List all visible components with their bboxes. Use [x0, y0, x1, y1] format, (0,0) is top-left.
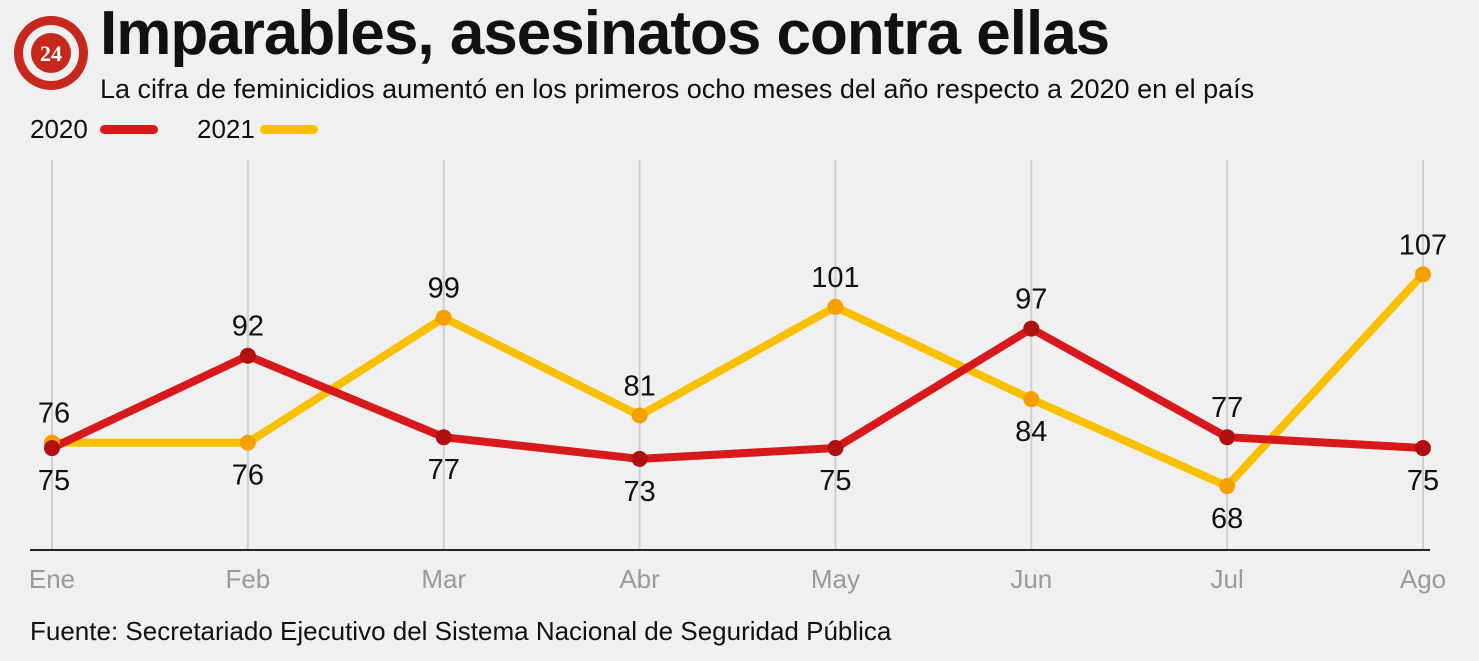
- point-2021-abr: [631, 407, 648, 424]
- legend-item-2021: 2021: [197, 114, 255, 145]
- data-label-2021-jun: 84: [1015, 416, 1047, 448]
- data-label-2021-abr: 81: [623, 370, 655, 402]
- point-2021-jun: [1023, 391, 1040, 408]
- point-2020-ago: [1415, 440, 1431, 457]
- source-note: Fuente: Secretariado Ejecutivo del Siste…: [30, 616, 892, 646]
- point-2021-feb: [239, 434, 256, 451]
- x-tick-label-jun: Jun: [1010, 564, 1052, 594]
- x-tick-label-ene: Ene: [29, 564, 75, 594]
- x-tick-label-abr: Abr: [619, 564, 660, 594]
- legend-label-2021: 2021: [197, 114, 255, 144]
- data-label-2021-mar: 99: [428, 273, 460, 305]
- data-label-2021-feb: 76: [232, 460, 264, 492]
- point-2021-jul: [1219, 478, 1236, 495]
- data-label-2020-jun: 97: [1015, 284, 1047, 316]
- legend-item-2020: 2020: [30, 114, 88, 145]
- data-label-2021-ene: 76: [38, 398, 70, 430]
- x-tick-label-jul: Jul: [1211, 564, 1244, 594]
- point-2020-ene: [44, 440, 60, 457]
- point-2021-mar: [435, 309, 452, 326]
- logo-text: 24: [40, 41, 62, 66]
- data-label-2020-mar: 77: [428, 454, 460, 486]
- legend-swatch-2021: [260, 125, 318, 134]
- data-label-2020-ago: 75: [1407, 465, 1439, 497]
- data-label-2020-jul: 77: [1211, 392, 1243, 424]
- series-line-2021: [48, 270, 1427, 491]
- data-label-2020-ene: 75: [38, 465, 70, 497]
- logo-24: 24: [14, 16, 88, 90]
- point-2021-may: [827, 298, 844, 315]
- legend-label-2020: 2020: [30, 114, 88, 144]
- data-label-2020-feb: 92: [232, 311, 264, 343]
- point-2020-jul: [1219, 429, 1236, 446]
- point-2020-jun: [1023, 320, 1040, 337]
- x-tick-label-ago: Ago: [1400, 564, 1446, 594]
- point-2020-feb: [239, 347, 256, 364]
- point-2020-abr: [631, 450, 648, 467]
- point-2021-ago: [1415, 266, 1431, 283]
- line-chart: Ene Feb Mar Abr May Jun Jul Ago 75 76 92 76 77 99 73 81…: [29, 160, 1447, 594]
- data-label-2020-abr: 73: [623, 476, 655, 508]
- x-tick-label-feb: Feb: [225, 564, 270, 594]
- data-label-2020-may: 75: [819, 465, 851, 497]
- x-tick-label-may: May: [811, 564, 860, 594]
- page-title: Imparables, asesinatos contra ellas: [100, 0, 1110, 68]
- point-2020-mar: [435, 429, 452, 446]
- point-2020-may: [827, 440, 844, 457]
- page-subtitle: La cifra de feminicidios aumentó en los …: [100, 74, 1255, 104]
- data-label-2021-may: 101: [811, 262, 859, 294]
- data-label-2021-jul: 68: [1211, 503, 1243, 535]
- legend-swatch-2020: [100, 125, 158, 134]
- series-line-2020: [48, 324, 1427, 463]
- x-tick-label-mar: Mar: [421, 564, 466, 594]
- data-label-2021-ago: 107: [1399, 229, 1447, 261]
